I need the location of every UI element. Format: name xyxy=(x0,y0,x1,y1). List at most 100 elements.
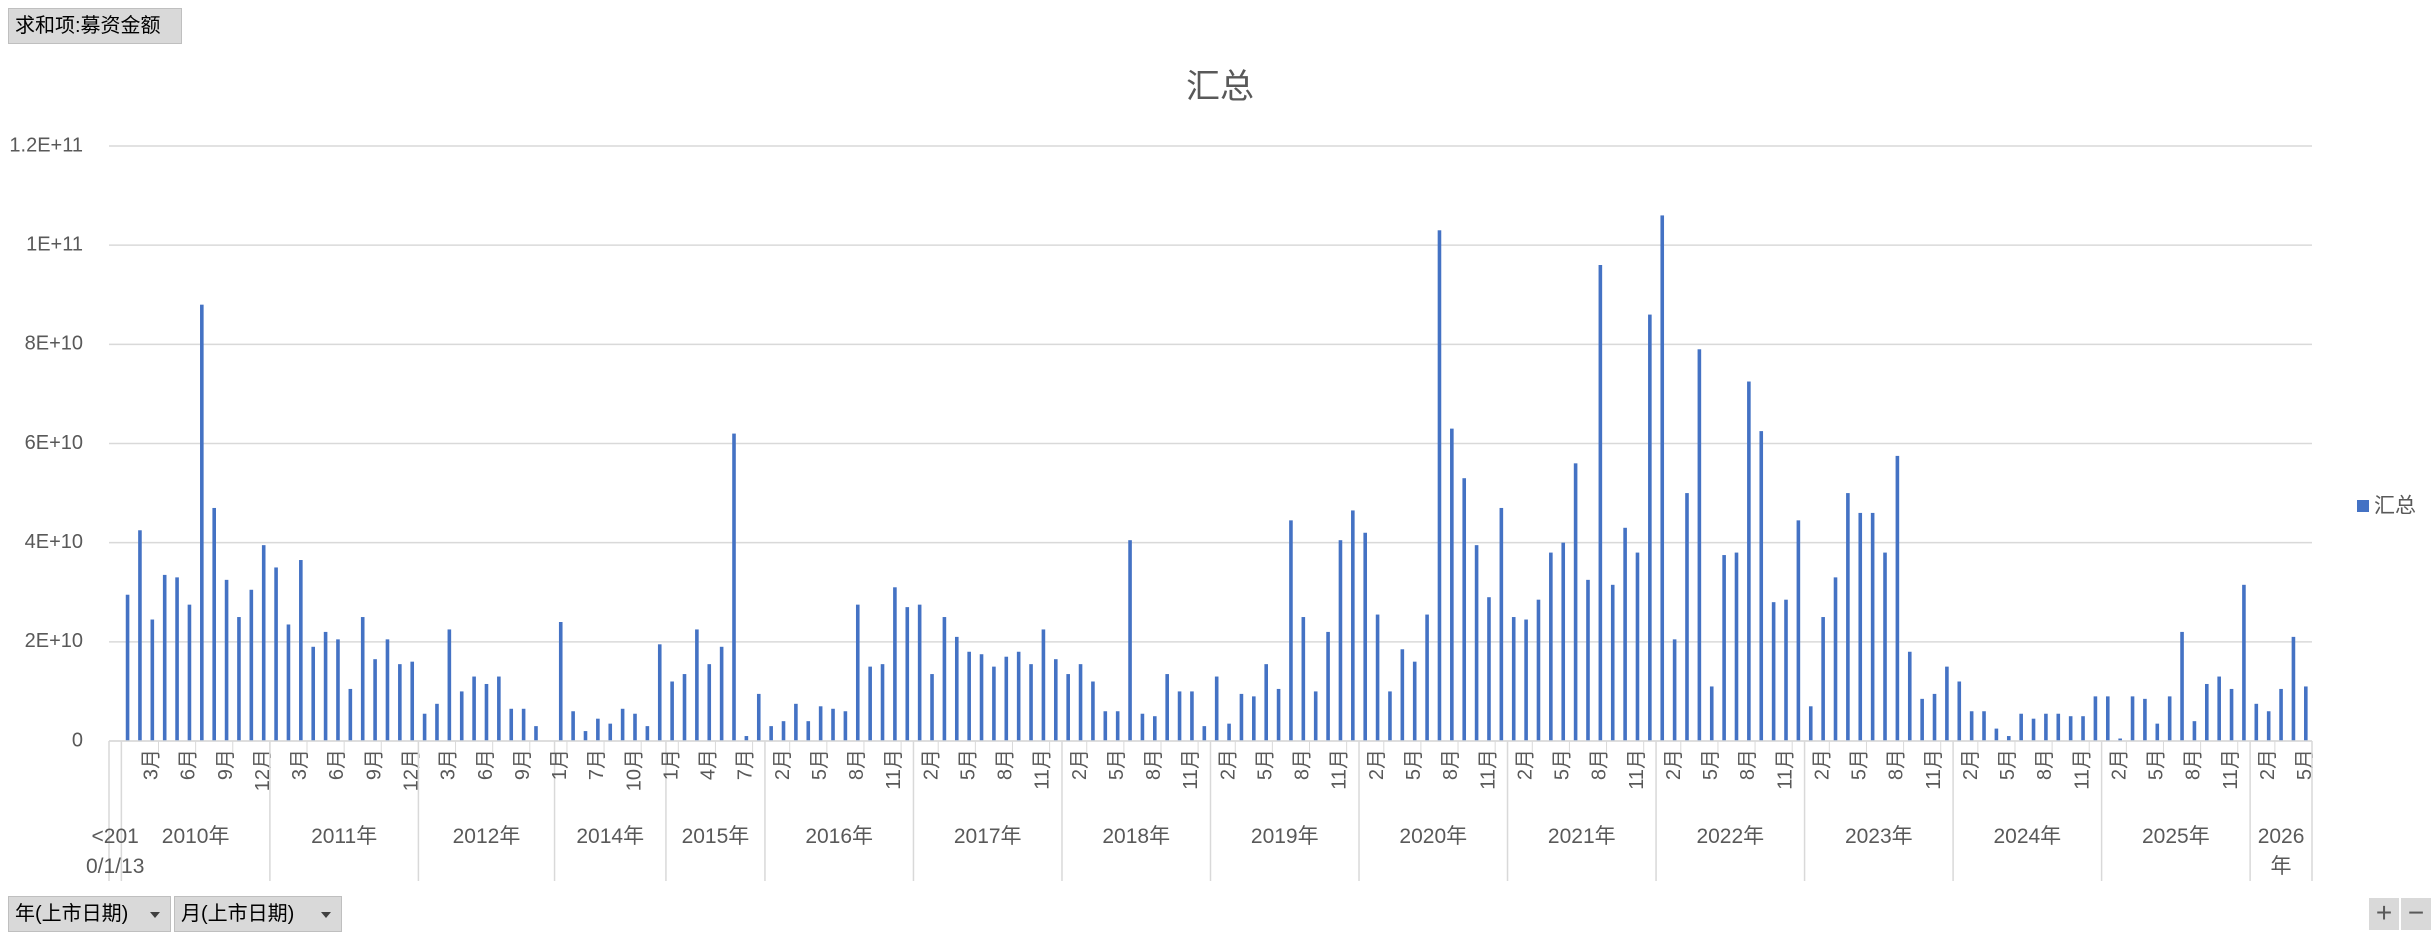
bar xyxy=(1932,693,1937,741)
x-tick-label: 8月 xyxy=(1440,749,1462,780)
bar xyxy=(1573,463,1578,741)
bar xyxy=(707,664,712,741)
bar xyxy=(1165,674,1169,741)
bar xyxy=(806,721,811,741)
bar xyxy=(1388,691,1392,741)
x-tick-label: 2月 xyxy=(920,749,942,780)
x-tick-label: 8月 xyxy=(1737,749,1759,780)
bar xyxy=(1784,599,1788,741)
bar xyxy=(657,644,662,741)
row-field-button[interactable]: 年(上市日期) xyxy=(8,896,171,932)
expand-button[interactable]: + xyxy=(2369,898,2399,930)
y-tick-label: 1E+11 xyxy=(26,233,83,255)
field-label: 年(上市日期) xyxy=(15,903,129,925)
x-tick-label: 2月 xyxy=(1217,749,1239,780)
bar xyxy=(1846,493,1850,741)
bar xyxy=(1016,651,1021,741)
bar xyxy=(1945,666,1949,741)
x-tick-label: 2月 xyxy=(1366,749,1388,780)
x-tick-label: 11月 xyxy=(1774,749,1796,790)
bar xyxy=(1041,629,1046,741)
field-label: 月(上市日期) xyxy=(181,903,295,925)
bar xyxy=(2192,721,2197,741)
bar xyxy=(1053,659,1058,741)
bar xyxy=(1759,431,1764,741)
y-tick-label: 2E+10 xyxy=(25,630,83,652)
x-group-label: 2022年 xyxy=(1696,825,1765,848)
bar xyxy=(2229,688,2234,741)
x-tick-label: 5月 xyxy=(1849,749,1871,780)
x-group-label: 2018年 xyxy=(1102,825,1171,848)
bar xyxy=(1153,716,1157,741)
bar xyxy=(1920,698,1924,741)
bar xyxy=(979,654,984,741)
bar xyxy=(200,304,204,741)
bar xyxy=(744,736,749,741)
bar xyxy=(2130,696,2135,741)
bar xyxy=(620,708,625,741)
x-tick-label: 8月 xyxy=(1589,749,1611,780)
bar xyxy=(1252,696,1256,741)
bar xyxy=(1437,230,1442,741)
bar xyxy=(261,545,266,741)
bar xyxy=(769,726,773,741)
bar xyxy=(942,617,947,741)
bar xyxy=(1301,617,1306,741)
bar xyxy=(2167,696,2172,741)
x-tick-label: 5月 xyxy=(1997,749,2019,780)
bar xyxy=(2006,736,2011,741)
x-tick-label: 5月 xyxy=(1254,749,1276,780)
row-field-button[interactable]: 月(上市日期) xyxy=(174,896,342,932)
bar xyxy=(299,560,303,741)
x-tick-label: 11月 xyxy=(883,749,905,790)
x-tick-label: 3月 xyxy=(438,749,460,780)
bar xyxy=(1598,265,1603,741)
dropdown-arrow xyxy=(150,912,160,918)
bar xyxy=(1227,723,1231,741)
x-tick-label: 11月 xyxy=(1329,749,1351,790)
bar xyxy=(224,579,229,741)
bar xyxy=(558,622,563,741)
bar xyxy=(1499,507,1504,741)
x-group-label: 2012年 xyxy=(452,825,521,848)
bar xyxy=(1004,656,1009,741)
x-tick-label: 11月 xyxy=(1477,749,1499,790)
x-group-label: 2020年 xyxy=(1399,825,1468,848)
value-field-button[interactable]: 求和项:募资金额 xyxy=(8,8,182,44)
x-group-label: 2021年 xyxy=(1547,825,1616,848)
bar xyxy=(348,688,353,741)
x-tick-label: 2月 xyxy=(772,749,794,780)
bar xyxy=(893,587,897,741)
bar xyxy=(1128,540,1132,741)
bar xyxy=(645,726,650,741)
bar xyxy=(1400,649,1405,741)
x-group-label: 2015年 xyxy=(681,825,750,848)
collapse-button[interactable]: − xyxy=(2401,898,2431,930)
bar xyxy=(1177,691,1182,741)
chart-title: 汇总 xyxy=(1186,68,1254,106)
bar xyxy=(1858,512,1863,741)
bar xyxy=(2279,688,2283,741)
x-tick-label: 11月 xyxy=(1180,749,1202,790)
x-tick-label: 6月 xyxy=(475,749,497,780)
y-tick-label: 0 xyxy=(72,729,83,751)
bar xyxy=(2143,698,2147,741)
bar xyxy=(2242,584,2246,741)
bar xyxy=(1412,661,1417,741)
x-tick-label: 6月 xyxy=(178,749,200,780)
bar xyxy=(1561,542,1566,741)
bar xyxy=(1264,664,1268,741)
y-tick-label: 8E+10 xyxy=(25,333,83,355)
bar xyxy=(719,646,724,741)
bar xyxy=(2304,686,2308,741)
bar xyxy=(1202,726,1207,741)
bar xyxy=(1722,555,1726,741)
x-tick-label: 8月 xyxy=(2034,749,2056,780)
bar xyxy=(534,726,538,741)
bar xyxy=(1982,711,1986,741)
bar xyxy=(1326,631,1330,741)
bar xyxy=(682,674,687,741)
bar xyxy=(1462,478,1467,741)
bar xyxy=(1672,639,1677,741)
